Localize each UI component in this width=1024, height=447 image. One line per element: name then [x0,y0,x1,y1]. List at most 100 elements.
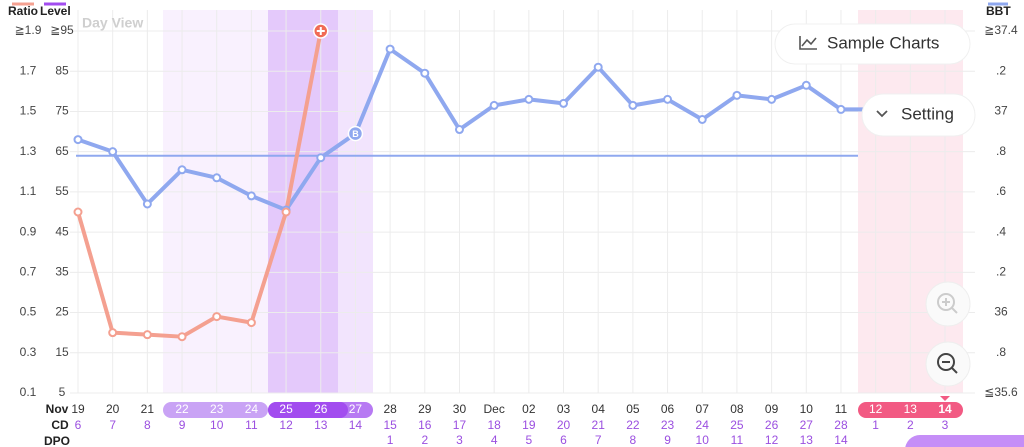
ratio-tick-label: 0.5 [20,305,37,319]
zoom-in-bg[interactable] [925,281,971,327]
level-tick-label: 85 [55,63,69,77]
cd-value: 14 [349,418,363,432]
zoom-in-icon [937,293,955,311]
dpo-label: DPO [44,434,70,447]
bbt-tick-label: .6 [996,184,1006,198]
dpo-value: 13 [800,433,814,447]
date-label: 04 [592,402,606,416]
button-bg[interactable] [861,93,976,137]
peak-icon [316,27,325,35]
cd-value: 19 [522,418,536,432]
bbt-tick-label: .2 [996,63,1006,77]
zoom-out-bg[interactable] [925,341,971,387]
date-label: 09 [765,402,779,416]
level-tick-label: 45 [55,224,69,238]
dpo-value: 12 [765,433,779,447]
dpo-value: 2 [421,433,428,447]
ratio-point [212,312,222,322]
date-label: 29 [418,402,432,416]
date-label: 21 [141,402,155,416]
bbt-point [732,90,742,100]
ratio-point [73,207,83,217]
ratio-title: Ratio [8,4,38,18]
zoom-out-icon [937,353,955,371]
cd-value: 22 [626,418,640,432]
level-tick-label: 65 [55,144,69,158]
bbt-point [177,165,187,175]
dpo-value: 5 [525,433,532,447]
bottom-fab[interactable] [905,435,1024,447]
bbt-point [836,104,846,114]
bbt-tick-label: .2 [996,265,1006,279]
chevron-icon [876,110,888,118]
ratio-point [177,332,187,342]
level-tick-label: 5 [59,385,66,399]
cd-value: 23 [661,418,675,432]
dpo-value: 14 [834,433,848,447]
dpo-value: 9 [664,433,671,447]
bbt-point [108,147,118,157]
date-label: 26 [314,402,328,416]
cd-value: 13 [314,418,328,432]
cd-value: 24 [696,418,710,432]
bbt-tick-label: ≧37.4 [984,23,1018,37]
ratio-tick-label: 0.7 [20,265,37,279]
date-label: 30 [453,402,467,416]
bbt-point [420,68,430,78]
cd-value: 11 [245,418,258,432]
bbt-tick-label: 37 [994,104,1008,118]
zoom-in[interactable] [925,281,971,327]
sample-charts-text[interactable]: Sample Charts [827,33,939,52]
ratio-line [76,30,323,339]
bbt-point [385,44,395,54]
today-marker [940,396,950,401]
setting-button[interactable]: Setting [861,93,976,137]
level-tick-label: 15 [55,345,69,359]
dpo-value: 3 [456,433,463,447]
fertile-band [163,10,268,393]
ratio-point [281,207,291,217]
bbt-point [212,173,222,183]
date-label: Dec [483,402,504,416]
cd-value: 16 [418,418,432,432]
button-bg[interactable] [774,23,971,65]
setting-text[interactable]: Setting [901,104,954,123]
bbt-point [347,125,364,142]
bbt-tick-label: ≦35.6 [984,385,1018,399]
cd-value: 15 [383,418,397,432]
bbt-point [697,114,707,124]
date-label: 27 [349,402,363,416]
cd-value: 1 [872,418,879,432]
bbt-point [524,94,534,104]
bbt-point [593,62,603,72]
level-tick-label: ≧95 [50,23,74,37]
dpo-value: 10 [696,433,710,447]
level-tick-label: 35 [55,265,69,279]
bbt-point [142,199,152,209]
dpo-value: 4 [491,433,498,447]
sample-charts-button[interactable]: Sample Charts [774,23,971,65]
peak-pill-dark [268,402,348,418]
date-label: 25 [279,402,293,416]
cd-value: 2 [907,418,914,432]
date-label: 22 [175,402,189,416]
cd-value: 25 [730,418,744,432]
date-label: 11 [835,402,848,416]
level-title: Level [40,4,71,18]
bbt-point [246,191,256,201]
cd-value: 12 [279,418,293,432]
date-label: 20 [106,402,120,416]
zoom-out[interactable] [925,341,971,387]
date-label: 24 [245,402,259,416]
cd-value: 18 [487,418,501,432]
date-label: 07 [696,402,710,416]
cd-value: 10 [210,418,224,432]
dpo-value: 7 [595,433,602,447]
date-label: 23 [210,402,224,416]
ratio-tick-label: 0.9 [20,224,37,238]
ratio-tick-label: 1.1 [20,184,37,198]
ratio-tick-label: 1.5 [20,104,37,118]
bbt-marker: B [352,129,359,139]
date-label: 13 [904,402,918,416]
